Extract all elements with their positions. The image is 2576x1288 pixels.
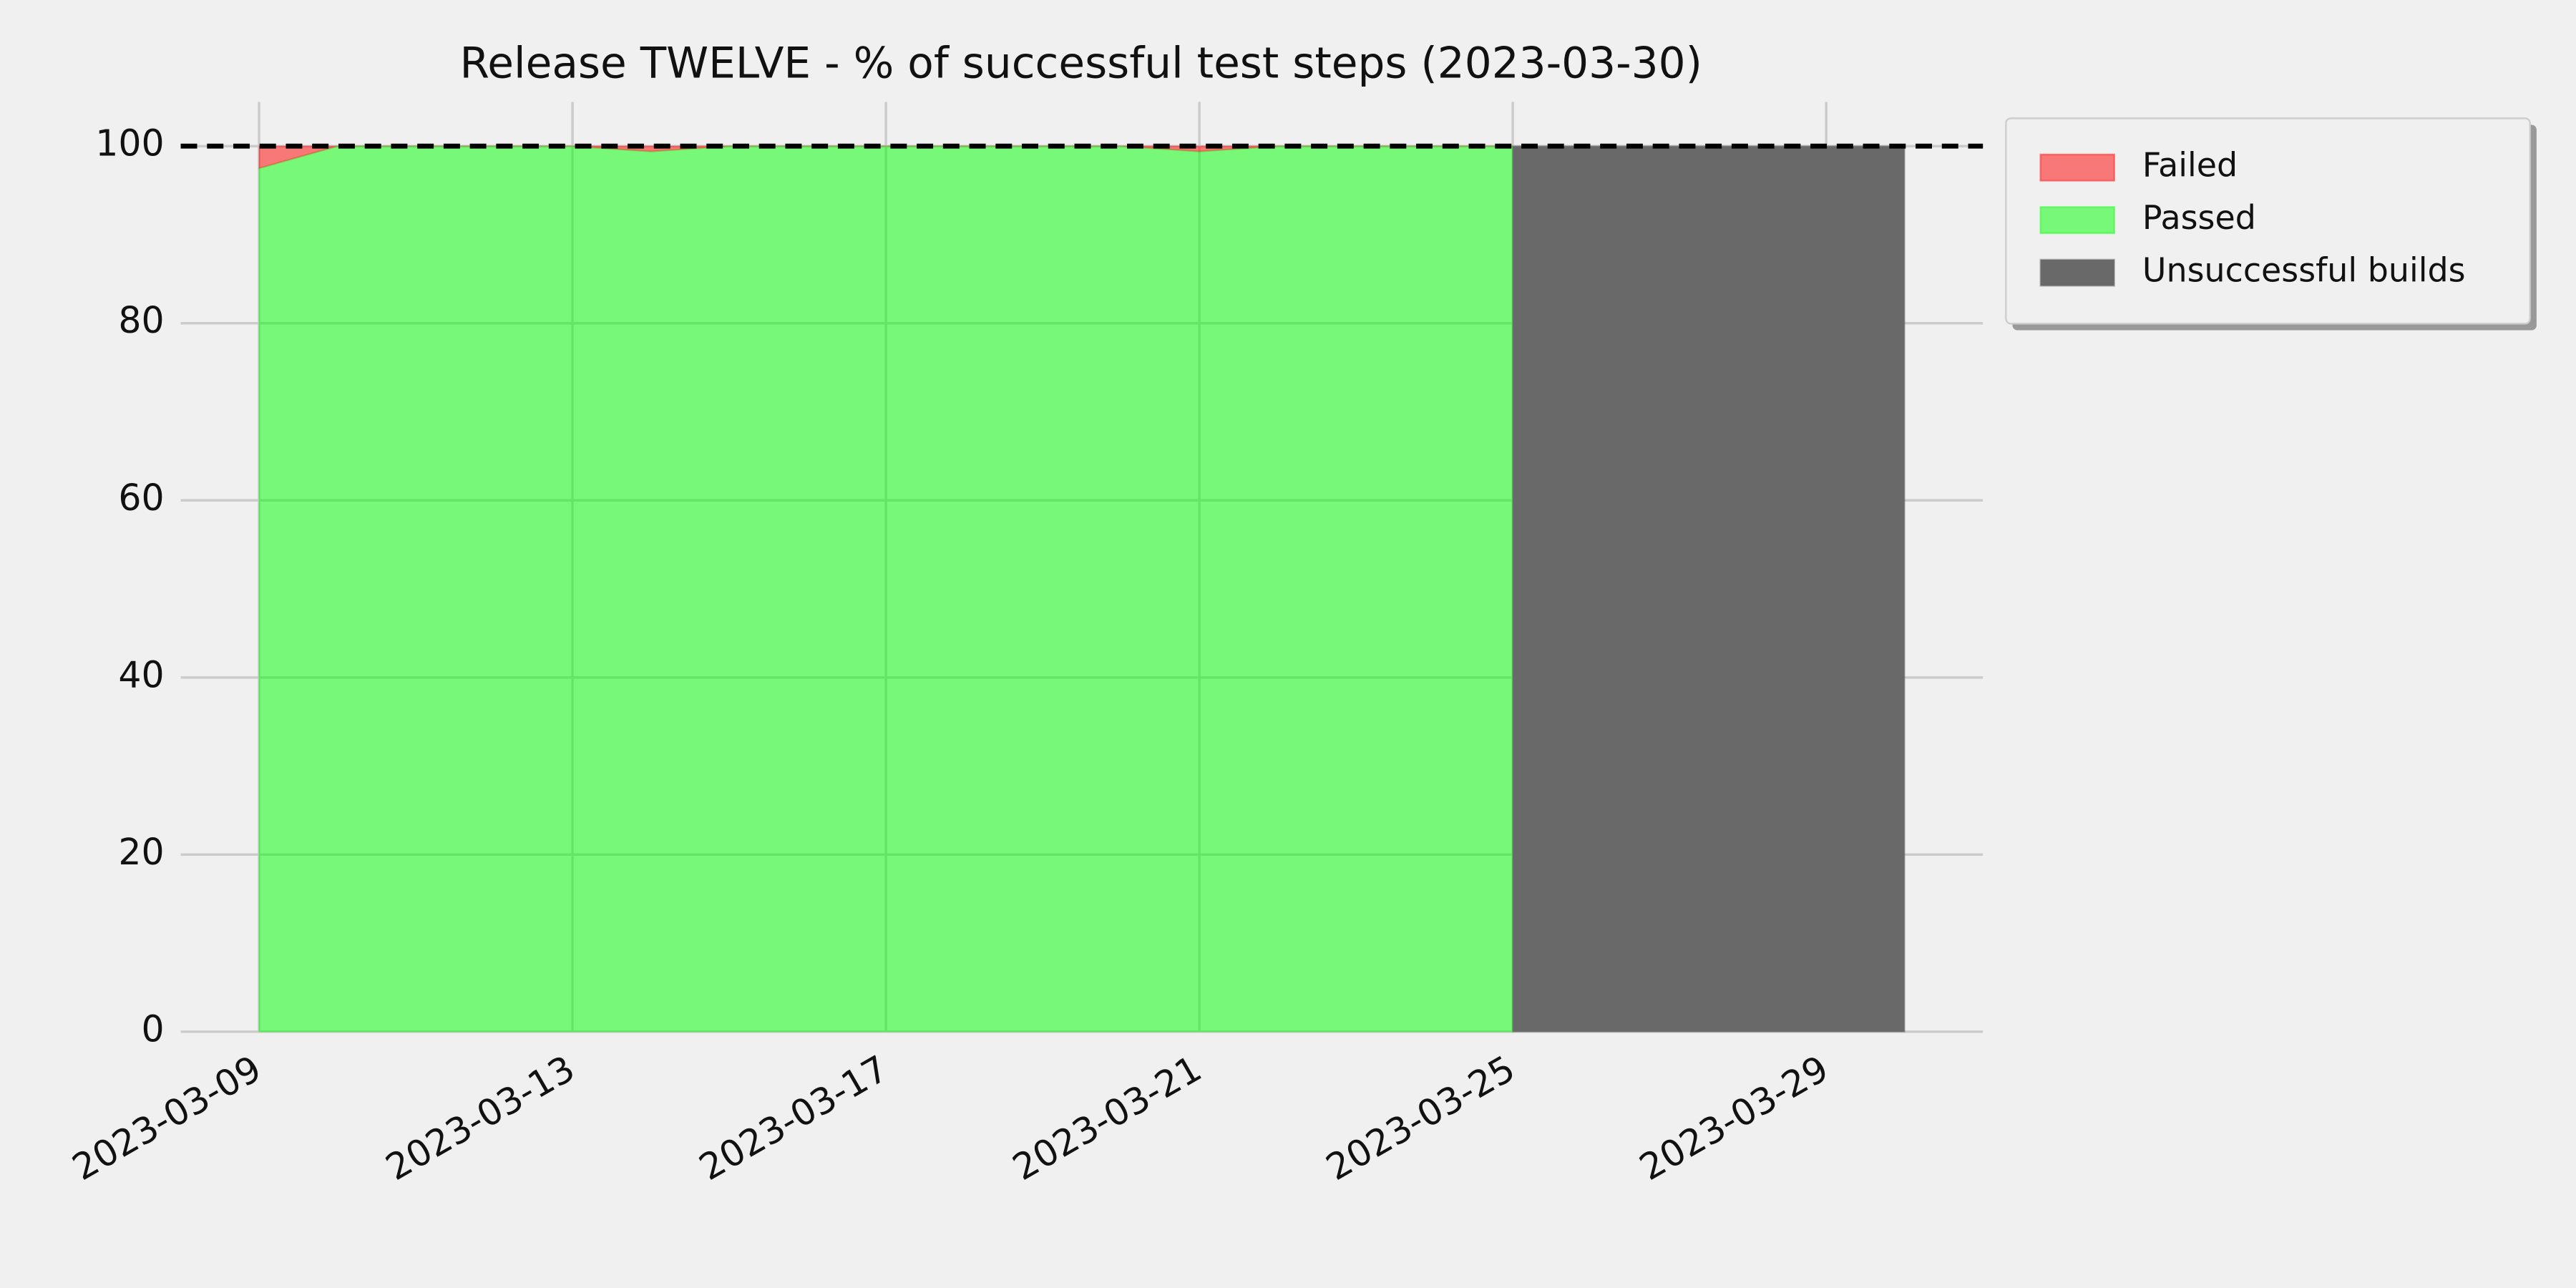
- legend-label: Passed: [2142, 198, 2256, 237]
- legend-box: [2005, 117, 2531, 325]
- legend-swatch: [2039, 258, 2115, 287]
- area: [1511, 145, 1906, 1033]
- y-tick-label: 60: [118, 477, 164, 519]
- areas: [258, 145, 1906, 1033]
- y-tick-label: 40: [118, 653, 164, 696]
- chart-title: Release TWELVE - % of successful test st…: [460, 39, 1702, 88]
- area: [258, 145, 1514, 1033]
- legend: Failed Passed Unsuccessful builds: [2005, 117, 2537, 331]
- y-tick-label: 20: [118, 831, 164, 873]
- y-tick-label: 100: [95, 122, 164, 165]
- legend-swatch: [2039, 153, 2115, 182]
- legend-label: Failed: [2142, 146, 2238, 185]
- legend-swatch: [2039, 206, 2115, 235]
- y-tick-label: 80: [118, 299, 164, 341]
- y-tick-label: 0: [141, 1008, 164, 1050]
- legend-label: Unsuccessful builds: [2142, 251, 2466, 290]
